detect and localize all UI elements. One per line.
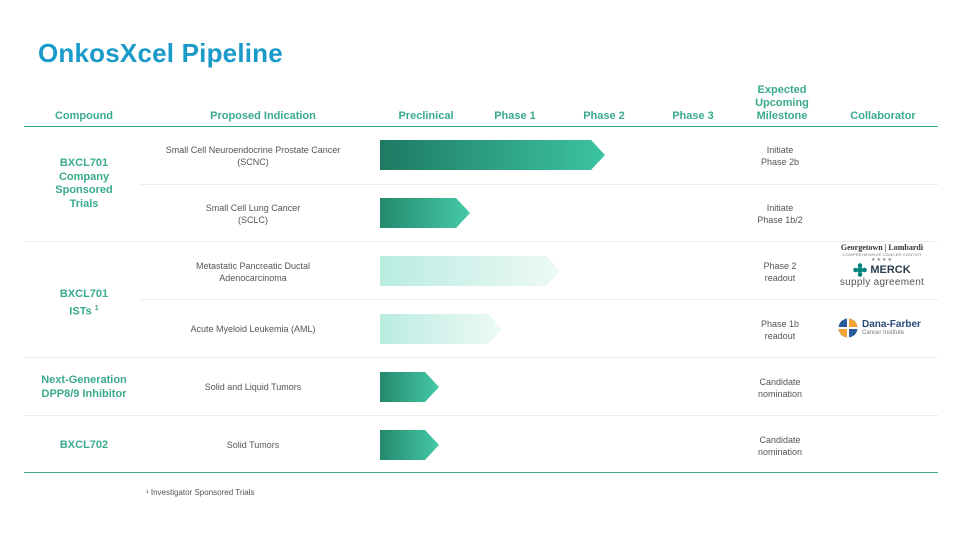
indication-pancreatic: Metastatic Pancreatic Ductal Adenocarcin… [150,260,356,284]
header-milestone-line: Milestone [756,110,808,122]
progress-bar-pancreatic [380,256,560,286]
compound-line: ISTs 1 [24,302,144,319]
indication-line: (SCLC) [237,215,268,225]
dana-farber-icon [838,318,858,338]
compound-line: Company [58,170,110,183]
indication-solid: Solid Tumors [150,439,356,451]
progress-arrow [380,198,470,228]
milestone-line: Initiate [766,203,794,213]
group-divider [24,241,938,242]
indication-solid-liquid: Solid and Liquid Tumors [150,381,356,393]
header-milestone-line: Upcoming [755,97,809,109]
compound-line: BXCL702 [59,439,109,451]
milestone-solid: Candidate nomination [740,434,820,458]
georgetown-stars-icon: ★★★★ [871,257,893,263]
progress-arrow-shape [380,198,470,228]
progress-bar-solid [380,430,439,460]
header-milestone: Expected Upcoming Milestone [740,84,824,123]
progress-arrow-shape [380,140,605,170]
progress-arrow [380,256,560,286]
header-divider [24,126,938,127]
milestone-line: Initiate [766,145,794,155]
compound-line: BXCL701 [59,157,109,169]
milestone-line: readout [764,273,796,283]
compound-next-gen-dpp: Next-Generation DPP8/9 Inhibitor [24,374,144,401]
progress-arrow-shape [380,430,439,460]
indication-line: Small Cell Lung Cancer [205,203,301,213]
progress-bar-solid-liquid [380,372,439,402]
merck-logo: MERCK [832,263,932,277]
collaborator-dana-farber: Dana-Farber Cancer Institute [838,318,921,338]
indication-line: Metastatic Pancreatic Ductal [195,261,311,271]
milestone-line: Phase 1b [760,319,800,329]
merck-supply-note: supply agreement [839,277,925,288]
compound-line: DPP8/9 Inhibitor [41,387,127,400]
row-divider [140,299,938,300]
milestone-line: Phase 2 [763,261,797,271]
progress-bar-scnc [380,140,605,170]
indication-line: Small Cell Neuroendocrine Prostate Cance… [165,145,341,155]
dana-farber-text: Dana-Farber Cancer Institute [862,319,921,337]
milestone-line: nomination [757,389,803,399]
milestone-pancreatic: Phase 2 readout [740,260,820,284]
footnote: ¹ Investigator Sponsored Trials [146,488,255,497]
compound-line: Sponsored [55,184,113,196]
group-divider [24,357,938,358]
progress-arrow [380,140,605,170]
milestone-scnc: Initiate Phase 2b [740,144,820,168]
georgetown-lombardi-logo: Georgetown | Lombardi [840,243,924,252]
header-indication: Proposed Indication [210,110,316,122]
indication-line: (SCNC) [237,157,269,167]
milestone-line: Phase 1b/2 [757,215,803,225]
header-collaborator: Collaborator [850,110,916,122]
compound-line-text: ISTs [69,305,92,318]
header-compound: Compound [54,110,114,122]
progress-arrow-shape [380,256,560,286]
milestone-line: Candidate [759,377,801,387]
indication-aml: Acute Myeloid Leukemia (AML) [150,323,356,335]
milestone-sclc: Initiate Phase 1b/2 [740,202,820,226]
indication-sclc: Small Cell Lung Cancer (SCLC) [150,202,356,226]
compound-bxcl701-company: BXCL701 Company Sponsored Trials [24,157,144,211]
indication-line: Adenocarcinoma [219,273,287,283]
indication-line: Acute Myeloid Leukemia (AML) [190,324,316,334]
header-milestone-line: Expected [757,84,807,96]
table-bottom-rule [24,472,938,473]
dana-farber-name: Dana-Farber [862,319,921,330]
progress-arrow [380,314,502,344]
compound-line: BXCL701 [59,288,109,300]
georgetown-lombardi-subtitle: COMPREHENSIVE CANCER CENTER [842,252,922,257]
dana-farber-subtitle: Cancer Institute [862,330,905,336]
milestone-line: Phase 2b [760,157,800,167]
progress-arrow [380,372,439,402]
page-title: OnkosXcel Pipeline [38,38,283,68]
header-phase3: Phase 3 [672,110,714,122]
compound-bxcl701-ists: BXCL701 ISTs 1 [24,288,144,319]
footnote-marker: 1 [94,304,99,312]
group-divider [24,415,938,416]
compound-bxcl702: BXCL702 [24,439,144,453]
header-preclinical: Preclinical [398,110,454,122]
header-phase1: Phase 1 [494,110,536,122]
progress-arrow-shape [380,314,502,344]
compound-line: Trials [69,197,99,210]
indication-line: Solid Tumors [226,440,280,450]
milestone-line: nomination [757,447,803,457]
indication-scnc: Small Cell Neuroendocrine Prostate Cance… [150,144,356,168]
progress-bar-sclc [380,198,470,228]
milestone-aml: Phase 1b readout [740,318,820,342]
row-divider [140,184,938,185]
indication-line: Solid and Liquid Tumors [204,382,302,392]
milestone-solid-liquid: Candidate nomination [740,376,820,400]
milestone-line: Candidate [759,435,801,445]
milestone-line: readout [764,331,796,341]
progress-arrow-shape [380,372,439,402]
header-phase2: Phase 2 [583,110,625,122]
progress-arrow [380,430,439,460]
progress-bar-aml [380,314,502,344]
merck-icon [853,263,868,277]
merck-name: MERCK [870,264,911,276]
collaborator-georgetown-merck: Georgetown | Lombardi COMPREHENSIVE CANC… [832,243,932,288]
compound-line: Next-Generation [41,374,127,386]
